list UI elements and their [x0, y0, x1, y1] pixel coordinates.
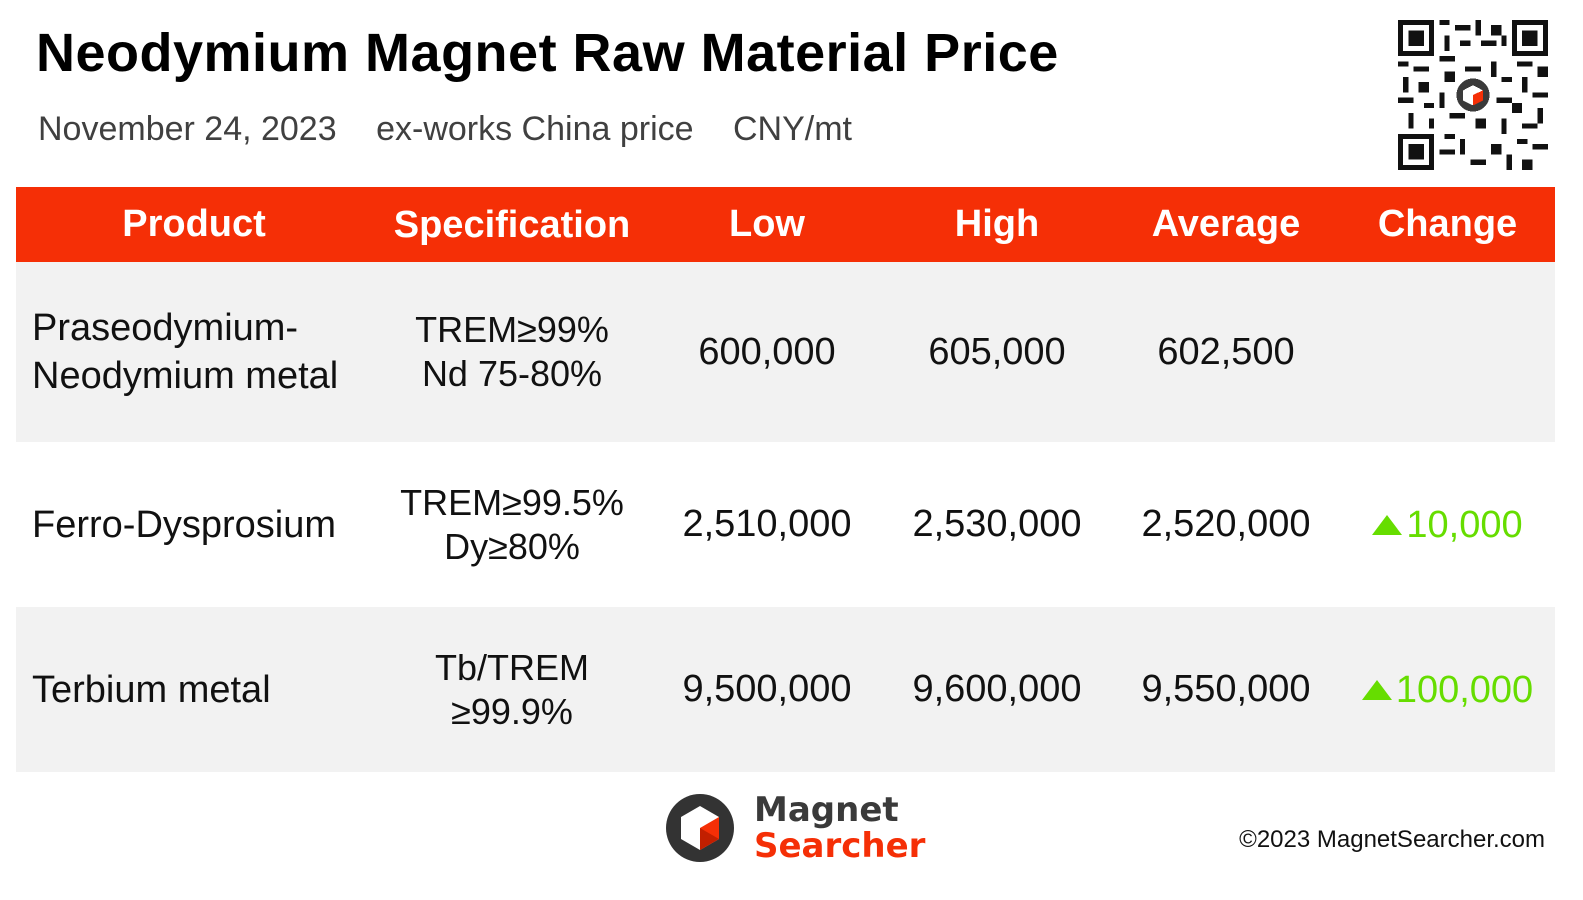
specification: Tb/TREM ≥99.9%: [372, 646, 652, 734]
logo-wordmark: Magnet Searcher: [754, 792, 925, 864]
high-price: 9,600,000: [912, 668, 1082, 710]
specification: TREM≥99% Nd 75-80%: [372, 308, 652, 396]
column-header-specification: Specification: [393, 203, 631, 246]
price-change: 100,000: [1340, 667, 1555, 712]
product-name-line: Praseodymium-: [32, 307, 299, 349]
column-header-average: Average: [1151, 203, 1301, 245]
logo-word-searcher: Searcher: [754, 826, 926, 866]
low-price: 9,500,000: [682, 668, 852, 710]
price-date: November 24, 2023: [38, 110, 337, 148]
price-unit: CNY/mt: [733, 110, 852, 148]
specification-line: Tb/TREM: [434, 646, 589, 688]
table-row: Terbium metal Tb/TREM ≥99.9% 9,500,000 9…: [16, 607, 1555, 772]
specification-line: Dy≥80%: [444, 525, 580, 567]
price-change-value: 100,000: [1395, 668, 1534, 711]
high-price: 605,000: [928, 330, 1066, 373]
price-change-value: 10,000: [1406, 503, 1523, 546]
average-price: 602,500: [1157, 330, 1295, 373]
magnet-searcher-logo[interactable]: Magnet Searcher: [664, 792, 944, 864]
product-name: Ferro-Dysprosium: [32, 503, 337, 546]
logo-word-magnet: Magnet: [754, 790, 899, 830]
average-price: 9,550,000: [1141, 668, 1311, 710]
specification: TREM≥99.5% Dy≥80%: [372, 481, 652, 569]
specification-line: TREM≥99.5%: [400, 481, 624, 523]
price-basis: ex-works China price: [376, 110, 694, 148]
logo-mark-icon: [666, 794, 734, 862]
product-name: Praseodymium- Neodymium metal: [16, 304, 372, 400]
table-row: Praseodymium- Neodymium metal TREM≥99% N…: [16, 262, 1555, 442]
copyright: ©2023 MagnetSearcher.com: [1239, 826, 1545, 853]
page-title: Neodymium Magnet Raw Material Price: [36, 23, 1059, 83]
specification-line: Nd 75-80%: [421, 353, 603, 394]
low-price: 600,000: [698, 330, 836, 373]
subtitle: November 24, 2023 ex-works China price C…: [38, 110, 882, 149]
specification-line: ≥99.9%: [451, 690, 573, 732]
column-header-change: Change: [1377, 203, 1518, 245]
specification-line: TREM≥99%: [415, 309, 609, 350]
product-name: Terbium metal: [32, 668, 271, 711]
low-price: 2,510,000: [682, 503, 852, 545]
average-price: 2,520,000: [1141, 503, 1311, 545]
price-change: 10,000: [1340, 502, 1555, 547]
column-header-low: Low: [729, 203, 805, 245]
qr-code-icon[interactable]: [1398, 20, 1548, 170]
product-name-line: Neodymium metal: [32, 355, 339, 397]
triangle-up-icon: [1361, 680, 1392, 701]
price-table: Product Specification Low High Average C…: [16, 187, 1555, 772]
column-header-high: High: [954, 203, 1040, 245]
table-header: Product Specification Low High Average C…: [16, 187, 1555, 262]
column-header-product: Product: [122, 203, 266, 245]
table-row: Ferro-Dysprosium TREM≥99.5% Dy≥80% 2,510…: [16, 442, 1555, 607]
triangle-up-icon: [1372, 515, 1403, 536]
high-price: 2,530,000: [912, 503, 1082, 545]
